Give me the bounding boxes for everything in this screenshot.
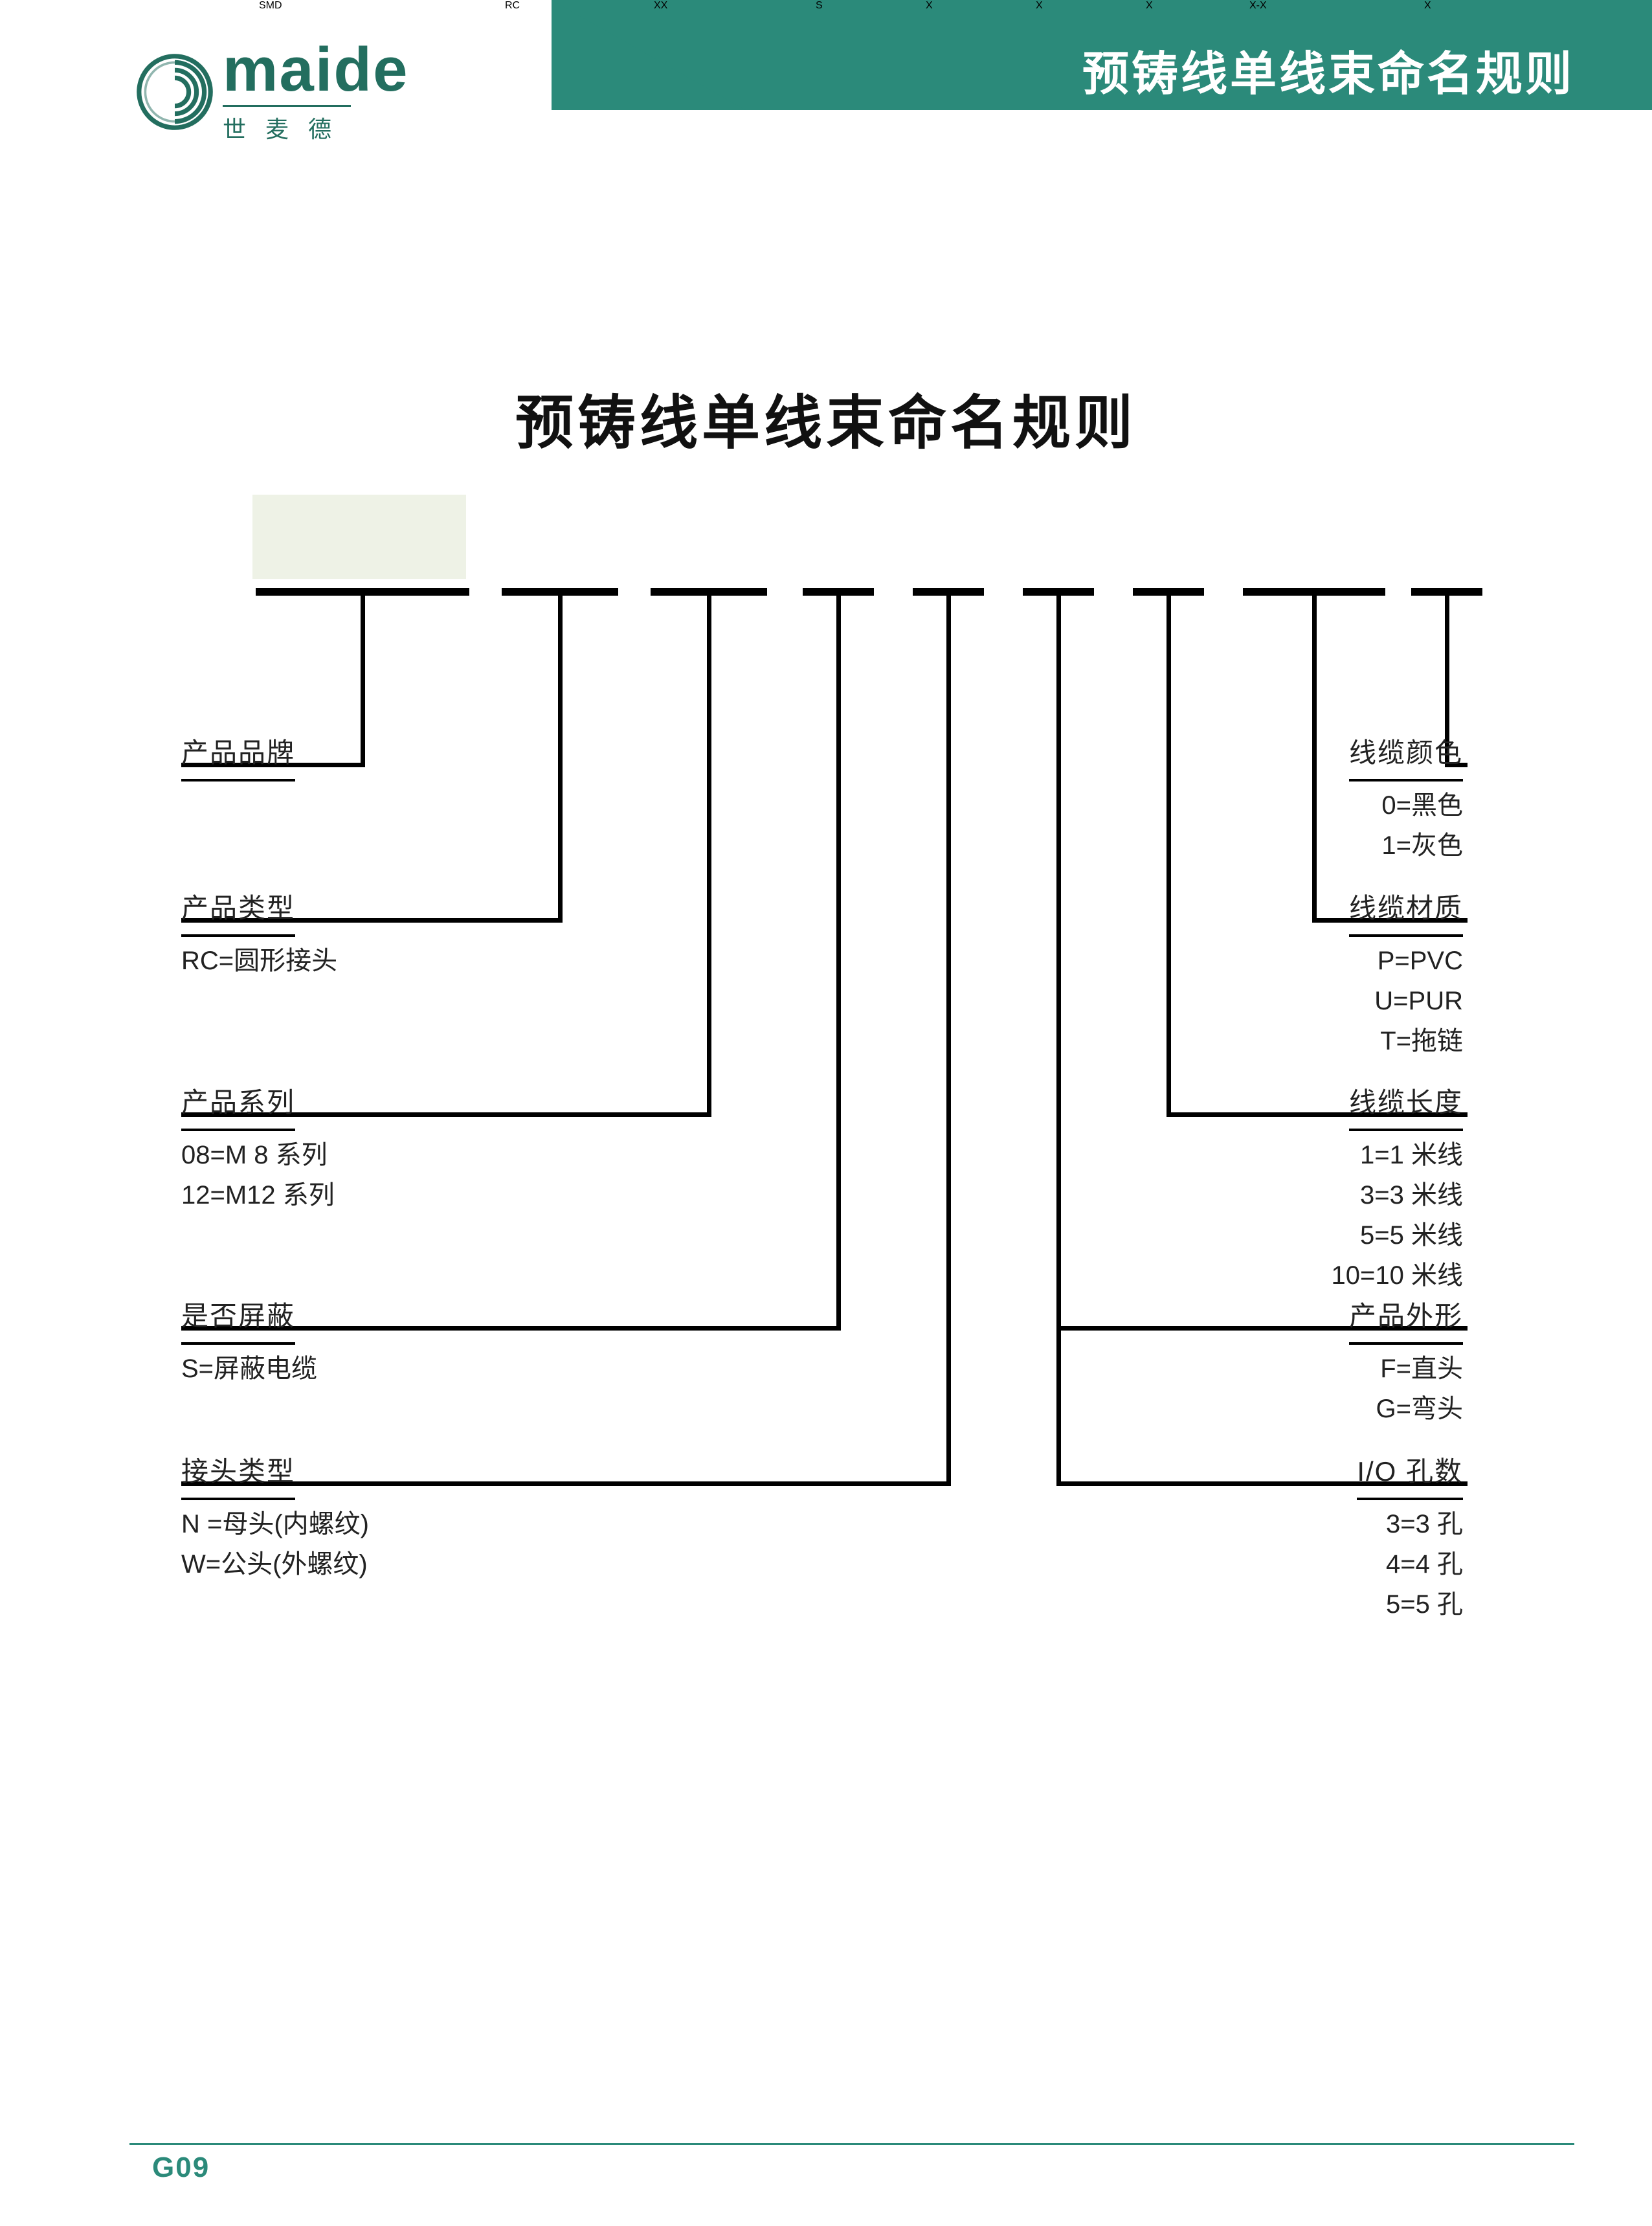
- connector-v-left-3: [836, 594, 841, 1326]
- brand-logo: maide 世麦德: [136, 39, 408, 144]
- connector-v-right-seg6: [1166, 594, 1171, 1112]
- connector-v-right-seg7: [1312, 594, 1317, 918]
- code-seg-3: S: [816, 0, 823, 12]
- right-block-0: 线缆颜色0=黑色1=灰色: [1349, 732, 1463, 866]
- code-seg-1: RC: [505, 0, 520, 12]
- logo-subtitle: 世麦德: [223, 105, 351, 144]
- header-title: 预铸线单线束命名规则: [1082, 36, 1574, 104]
- left-block-0: 产品品牌: [181, 732, 295, 785]
- left-block-4: 接头类型N =母头(内螺纹)W=公头(外螺纹): [181, 1450, 369, 1584]
- left-label-1: 产品类型: [181, 887, 295, 937]
- right-label-0: 线缆颜色: [1349, 732, 1463, 781]
- footer-page-code: G09: [152, 2152, 210, 2184]
- left-block-2: 产品系列08=M 8 系列12=M12 系列: [181, 1081, 335, 1215]
- footer-line: [129, 2143, 1574, 2145]
- logo-icon: [136, 53, 214, 131]
- connector-v-left-4: [946, 594, 951, 1481]
- connector-v-left-1: [558, 594, 563, 918]
- diagram-title: 预铸线单线束命名规则: [0, 376, 1652, 460]
- right-block-1: 线缆材质P=PVCU=PURT=拖链: [1349, 887, 1463, 1061]
- right-block-2: 线缆长度1=1 米线3=3 米线5=5 米线10=10 米线: [1332, 1081, 1463, 1296]
- left-label-4: 接头类型: [181, 1450, 295, 1500]
- right-label-4: I/O 孔数: [1357, 1450, 1463, 1500]
- right-block-4: I/O 孔数3=3 孔4=4 孔5=5 孔: [1357, 1450, 1463, 1625]
- code-seg-6: X: [1146, 0, 1153, 12]
- left-label-3: 是否屏蔽: [181, 1295, 295, 1345]
- left-label-0: 产品品牌: [181, 732, 295, 781]
- code-seg-2: XX: [654, 0, 667, 12]
- header-slant: [552, 0, 746, 110]
- connector-v-right-seg5: [1056, 594, 1061, 1481]
- right-block-3: 产品外形F=直头G=弯头: [1349, 1295, 1463, 1429]
- code-seg-0: SMD: [259, 0, 282, 12]
- code-seg-5: X: [1036, 0, 1043, 12]
- left-block-1: 产品类型RC=圆形接头: [181, 887, 337, 981]
- code-seg-4: X: [926, 0, 933, 12]
- right-label-1: 线缆材质: [1349, 887, 1463, 937]
- code-seg-8: X: [1424, 0, 1431, 12]
- logo-word: maide: [223, 39, 408, 101]
- code-seg-7: X-X: [1249, 0, 1267, 12]
- left-label-2: 产品系列: [181, 1081, 295, 1131]
- left-block-3: 是否屏蔽S=屏蔽电缆: [181, 1295, 317, 1389]
- connector-v-left-0: [361, 594, 365, 763]
- connector-v-left-2: [707, 594, 711, 1112]
- right-label-2: 线缆长度: [1349, 1081, 1463, 1131]
- right-label-3: 产品外形: [1349, 1295, 1463, 1345]
